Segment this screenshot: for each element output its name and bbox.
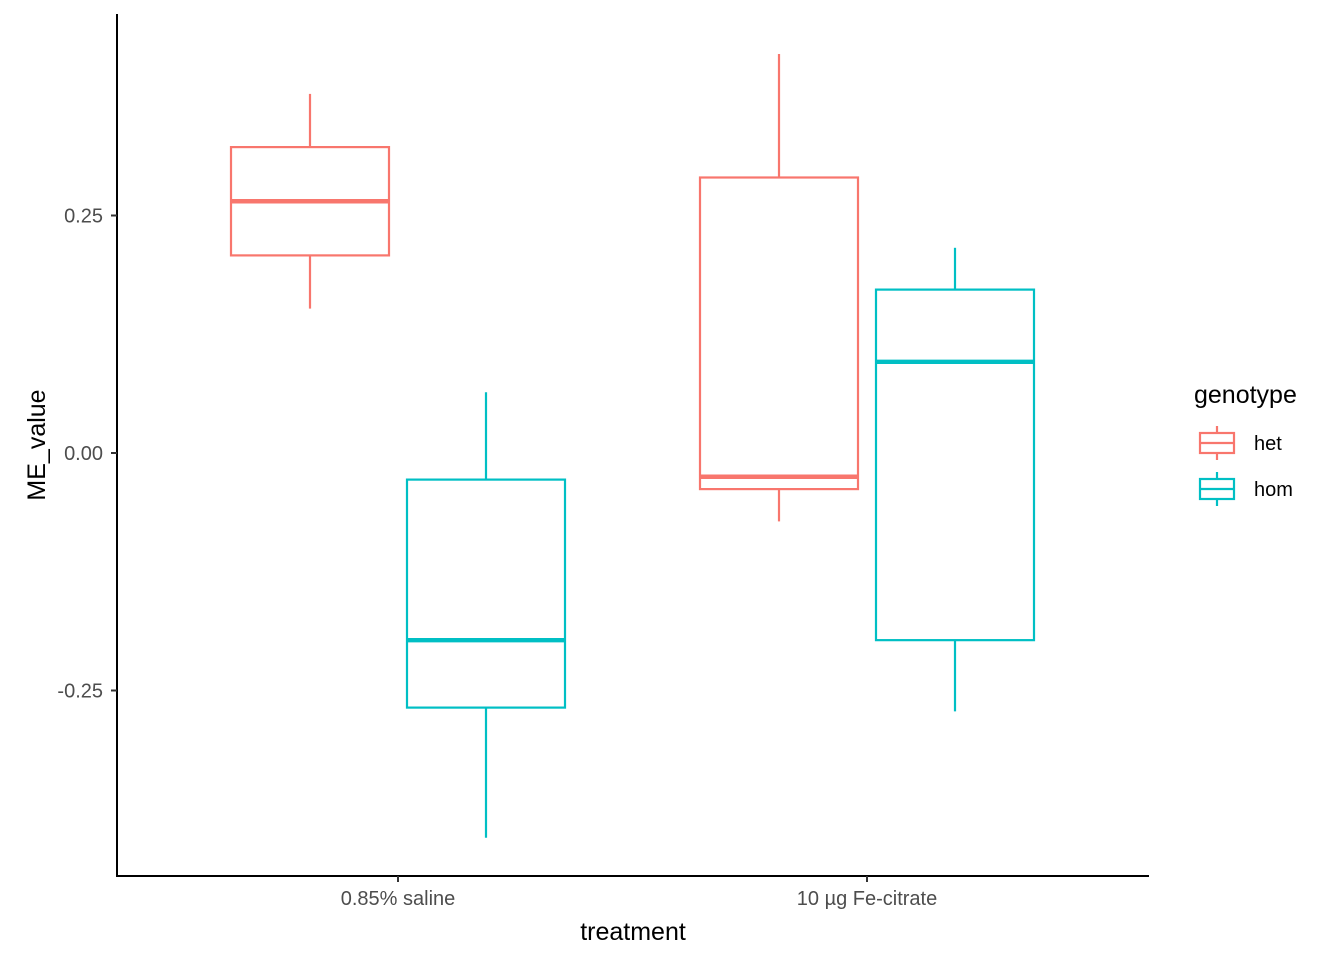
box-body — [874, 288, 1036, 642]
boxes-layer — [229, 54, 1036, 838]
box-body — [405, 478, 567, 709]
box-body — [698, 176, 860, 491]
legend-title: genotype — [1194, 381, 1297, 409]
box-het-0 — [229, 93, 391, 309]
x-tick-label: 10 µg Fe-citrate — [797, 888, 937, 910]
legend-key-het — [1198, 426, 1236, 460]
legend: genotype het hom — [1194, 381, 1297, 506]
y-tick-label: -0.25 — [57, 681, 103, 703]
box-het-1 — [698, 54, 860, 522]
legend-key-hom — [1198, 472, 1236, 506]
y-axis-title: ME_value — [23, 389, 51, 500]
x-axis-ticks: 0.85% saline 10 µg Fe-citrate — [341, 876, 937, 910]
x-tick-label: 0.85% saline — [341, 888, 456, 910]
legend-label-hom: hom — [1254, 479, 1293, 501]
box-hom-1 — [874, 247, 1036, 712]
x-axis-title: treatment — [580, 918, 686, 946]
y-axis-ticks: -0.25 0.00 0.25 — [57, 206, 117, 703]
box-hom-0 — [405, 392, 567, 838]
legend-label-het: het — [1254, 433, 1282, 455]
y-tick-label: 0.25 — [64, 206, 103, 228]
y-tick-label: 0.00 — [64, 443, 103, 465]
